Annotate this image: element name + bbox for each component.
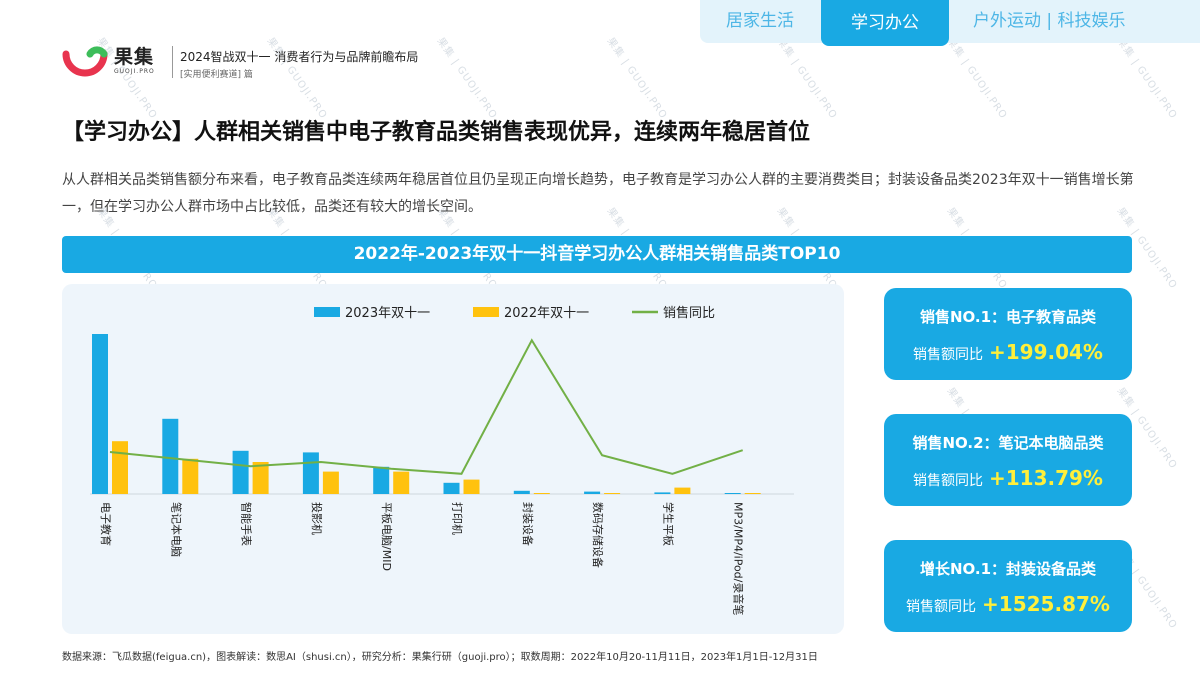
x-tick-label: 打印机 — [451, 502, 465, 535]
watermark-text: 果集 | GUOJI.PRO — [434, 35, 499, 122]
data-source-footer: 数据来源：飞瓜数据(feigua.cn)，图表解读：数思AI（shusi.cn）… — [62, 652, 818, 663]
x-tick-label: 电子教育 — [99, 502, 113, 546]
bar-2022 — [674, 487, 691, 494]
yoy-line — [109, 338, 744, 475]
chart-panel: 2023年双十一 2022年双十一 销售同比电子教育 笔记本电脑 智能手表 投影机 平板电脑… — [62, 284, 844, 634]
watermark-text: 果集 | GUOJI.PRO — [774, 35, 839, 122]
bar-2022 — [112, 441, 128, 494]
brand-sub: GUOJI.PRO — [114, 68, 155, 75]
bar-2022 — [604, 493, 621, 494]
card-value: +199.04% — [989, 340, 1103, 364]
tab-outdoor-tech[interactable]: 户外运动 | 科技娱乐 — [973, 11, 1126, 31]
legend-swatch — [314, 307, 340, 317]
bar-2023 — [654, 492, 671, 494]
page-headline: 【学习办公】人群相关销售中电子教育品类销售表现优异，连续两年稳居首位 — [62, 120, 811, 145]
bar-2023 — [724, 493, 741, 494]
watermark-text: 果集 | GUOJI.PRO — [604, 35, 669, 122]
bar-2023 — [513, 490, 530, 494]
header-divider — [172, 46, 173, 78]
watermark-text: 果集 | GUOJI.PRO — [944, 35, 1009, 122]
x-tick-label: 封装设备 — [521, 502, 535, 546]
report-title: 2024智战双十一 消费者行为与品牌前瞻布局 — [180, 50, 419, 64]
bar-2023 — [162, 418, 179, 494]
x-tick-label: MP3/MP4/iPod/录音笔 — [732, 502, 746, 615]
tab-study-office[interactable]: 学习办公 — [821, 0, 949, 46]
chart-title: 2022年-2023年双十一抖音学习办公人群相关销售品类TOP10 — [62, 236, 1132, 273]
bar-2022 — [322, 471, 339, 494]
x-tick-label: 笔记本电脑 — [169, 502, 183, 557]
bar-2023 — [302, 452, 319, 494]
tab-home-life[interactable]: 居家生活 — [726, 11, 794, 31]
category-tabs: 居家生活 学习办公 户外运动 | 科技娱乐 — [700, 0, 1200, 46]
legend-label: 2022年双十一 — [504, 306, 589, 321]
bar-2022 — [533, 493, 550, 494]
x-tick-label: 数码存储设备 — [591, 502, 605, 568]
x-tick-label: 平板电脑/MID — [380, 502, 394, 571]
card-sales-no1: 销售NO.1：电子教育品类 销售额同比 +199.04% — [884, 288, 1132, 380]
bar-2022 — [182, 458, 199, 494]
bar-2022 — [463, 479, 480, 494]
bar-2023 — [92, 334, 108, 494]
card-value: +1525.87% — [982, 592, 1110, 616]
card-label: 销售额同比 — [906, 599, 977, 615]
x-tick-label: 智能手表 — [240, 502, 254, 546]
bar-2023 — [373, 466, 390, 494]
report-subtitle: [实用便利赛道] 篇 — [180, 70, 253, 80]
card-sales-no2: 销售NO.2：笔记本电脑品类 销售额同比 +113.79% — [884, 414, 1132, 506]
card-title: 销售NO.2：笔记本电脑品类 — [912, 434, 1104, 452]
card-title: 增长NO.1：封装设备品类 — [919, 560, 1097, 578]
watermark-text: 果集 | GUOJI.PRO — [1114, 35, 1179, 122]
card-title: 销售NO.1：电子教育品类 — [919, 308, 1097, 326]
x-tick-label: 学生平板 — [661, 502, 675, 546]
bar-2023 — [443, 482, 460, 494]
card-label: 销售额同比 — [913, 347, 983, 363]
page-description: 从人群相关品类销售额分布来看，电子教育品类连续两年稳居首位且仍呈现正向增长趋势，… — [62, 172, 1134, 215]
legend-label: 2023年双十一 — [345, 306, 430, 321]
bar-2022 — [252, 462, 269, 494]
bar-2022 — [393, 471, 410, 494]
card-label: 销售额同比 — [913, 473, 983, 489]
card-growth-no1: 增长NO.1：封装设备品类 销售额同比 +1525.87% — [884, 540, 1132, 632]
legend-swatch — [473, 307, 499, 317]
bar-2023 — [232, 450, 249, 494]
brand-logo-icon — [62, 46, 108, 77]
bar-2023 — [584, 491, 601, 494]
x-tick-label: 投影机 — [310, 502, 324, 535]
watermark-text: 果集 | GUOJI.PRO — [264, 35, 329, 122]
brand-name: 果集 — [114, 46, 155, 68]
bar-2022 — [744, 493, 761, 494]
legend-label: 销售同比 — [663, 305, 715, 321]
card-value: +113.79% — [989, 466, 1103, 490]
